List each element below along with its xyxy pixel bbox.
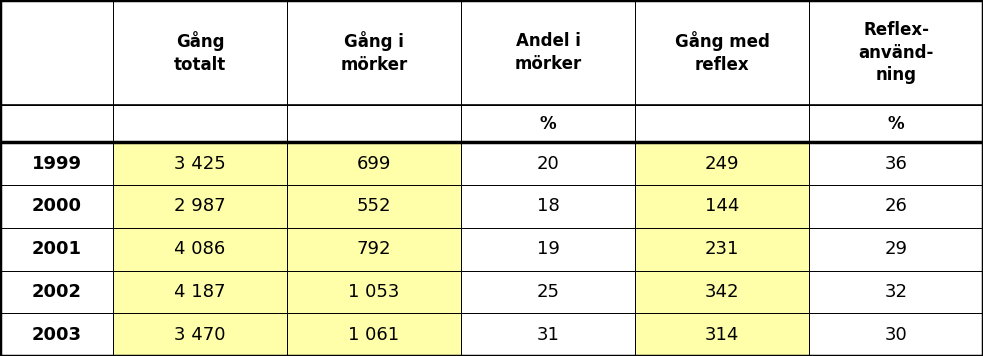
Text: 31: 31 <box>537 326 559 344</box>
Bar <box>287 271 461 313</box>
Bar <box>113 142 287 185</box>
Bar <box>0 313 113 356</box>
Bar <box>0 228 113 271</box>
Bar <box>113 313 287 356</box>
Bar <box>809 185 983 228</box>
Text: 19: 19 <box>537 240 559 258</box>
Bar <box>0 105 113 142</box>
Bar <box>287 185 461 228</box>
Bar <box>461 228 635 271</box>
Bar <box>461 142 635 185</box>
Bar <box>809 313 983 356</box>
Bar <box>635 228 809 271</box>
Text: 2003: 2003 <box>31 326 82 344</box>
Bar <box>635 313 809 356</box>
Text: 249: 249 <box>705 155 739 173</box>
Text: 3 470: 3 470 <box>174 326 226 344</box>
Text: Andel i
mörker: Andel i mörker <box>514 32 582 73</box>
Text: Gång i
mörker: Gång i mörker <box>340 31 408 74</box>
Text: 4 086: 4 086 <box>174 240 226 258</box>
Bar <box>287 0 461 105</box>
Text: 4 187: 4 187 <box>174 283 226 301</box>
Text: 231: 231 <box>705 240 739 258</box>
Text: 25: 25 <box>537 283 559 301</box>
Bar <box>635 0 809 105</box>
Bar <box>809 228 983 271</box>
Bar <box>635 271 809 313</box>
Bar <box>287 313 461 356</box>
Text: 30: 30 <box>885 326 907 344</box>
Bar <box>461 271 635 313</box>
Text: 792: 792 <box>357 240 391 258</box>
Bar <box>113 228 287 271</box>
Bar <box>809 271 983 313</box>
Bar <box>809 0 983 105</box>
Bar <box>809 142 983 185</box>
Text: 342: 342 <box>705 283 739 301</box>
Text: 314: 314 <box>705 326 739 344</box>
Text: 20: 20 <box>537 155 559 173</box>
Bar <box>113 271 287 313</box>
Bar <box>461 105 635 142</box>
Text: 32: 32 <box>885 283 907 301</box>
Text: 699: 699 <box>357 155 391 173</box>
Bar <box>287 105 461 142</box>
Bar <box>461 0 635 105</box>
Text: 29: 29 <box>885 240 907 258</box>
Bar <box>0 271 113 313</box>
Bar <box>113 185 287 228</box>
Bar <box>635 185 809 228</box>
Text: Gång
totalt: Gång totalt <box>174 31 226 74</box>
Bar <box>635 105 809 142</box>
Text: 1999: 1999 <box>31 155 82 173</box>
Bar <box>635 142 809 185</box>
Text: 26: 26 <box>885 198 907 215</box>
Bar <box>809 105 983 142</box>
Text: 1 061: 1 061 <box>348 326 400 344</box>
Text: 552: 552 <box>357 198 391 215</box>
Text: 2002: 2002 <box>31 283 82 301</box>
Text: 2 987: 2 987 <box>174 198 226 215</box>
Bar <box>287 142 461 185</box>
Bar <box>0 0 113 105</box>
Bar <box>287 228 461 271</box>
Text: 144: 144 <box>705 198 739 215</box>
Text: Gång med
reflex: Gång med reflex <box>674 31 770 74</box>
Text: 36: 36 <box>885 155 907 173</box>
Text: 2000: 2000 <box>31 198 82 215</box>
Text: 18: 18 <box>537 198 559 215</box>
Bar <box>461 185 635 228</box>
Text: %: % <box>888 115 904 133</box>
Bar <box>461 313 635 356</box>
Text: 3 425: 3 425 <box>174 155 226 173</box>
Text: 1 053: 1 053 <box>348 283 400 301</box>
Text: 2001: 2001 <box>31 240 82 258</box>
Text: %: % <box>540 115 556 133</box>
Bar <box>0 185 113 228</box>
Bar <box>113 0 287 105</box>
Bar <box>0 142 113 185</box>
Text: Reflex-
använd-
ning: Reflex- använd- ning <box>858 21 934 84</box>
Bar <box>113 105 287 142</box>
